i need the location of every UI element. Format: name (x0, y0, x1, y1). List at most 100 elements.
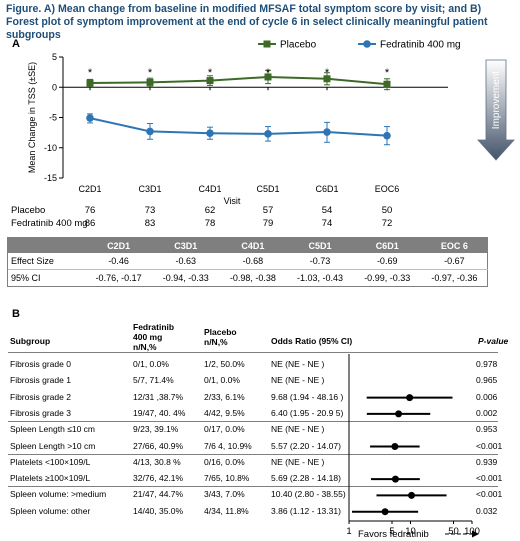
data-point (323, 128, 331, 136)
forest-fedratinib-value: 14/40, 35.0% (133, 505, 184, 516)
forest-fedratinib-value: 5/7, 71.4% (133, 375, 174, 386)
effect-size-table: C2D1 C3D1 C4D1 C5D1 C6D1 EOC 6 Effect Si… (8, 238, 488, 286)
forest-tick-label: 1 (346, 526, 351, 537)
x-tick-label: EOC6 (375, 184, 400, 194)
forest-fedratinib-value: 27/66, 40.9% (133, 440, 184, 451)
forest-pvalue: 0.002 (476, 407, 498, 418)
count-value: 50 (381, 205, 393, 216)
improvement-label: Improvement (491, 71, 502, 130)
forest-subgroup: Platelets ≥100×109/L (10, 473, 91, 484)
forest-subgroup: Fibrosis grade 1 (10, 375, 71, 386)
data-point (323, 75, 331, 83)
x-tick-label: C4D1 (198, 184, 221, 194)
count-value: 83 (144, 218, 156, 229)
favors-arrow-head (472, 530, 479, 538)
y-tick-label: -15 (44, 173, 57, 183)
count-row-fedratinib-label: Fedratinib 400 mg (11, 218, 88, 229)
significance-marker: * (325, 67, 330, 79)
y-tick-label: 0 (52, 82, 57, 92)
odds-ratio-point (391, 475, 399, 483)
forest-odds-text: 6.40 (1.95 - 20.9 5) (271, 407, 344, 418)
forest-odds-text: NE (NE - NE ) (271, 456, 325, 467)
forest-placebo-value: 0/1, 0.0% (204, 375, 240, 386)
improvement-arrow (477, 59, 515, 161)
series-line-fedratinib (89, 117, 388, 137)
forest-pvalue: 0.953 (476, 424, 498, 435)
forest-tick-label: 10 (405, 526, 416, 537)
forest-placebo-value: 7/6 4, 10.9% (204, 440, 252, 451)
count-value: 62 (204, 205, 216, 216)
ci-cell: -0.98, -0.38 (229, 273, 276, 283)
x-axis-label: Visit (224, 196, 241, 206)
ci-cell: -0.94, -0.33 (162, 273, 209, 283)
forest-subgroup: Spleen Length ≤10 cm (10, 424, 95, 435)
forest-placebo-value: 7/65, 10.8% (204, 473, 250, 484)
panel-a-label: A (12, 38, 20, 50)
forest-odds-text: 9.68 (1.94 - 48.16 ) (271, 391, 344, 402)
forest-subgroup: Fibrosis grade 2 (10, 391, 71, 402)
effect-header-blank (8, 238, 85, 253)
y-axis-label: Mean Change in TSS (±SE) (27, 62, 37, 173)
legend-label: Fedratinib 400 mg (380, 40, 461, 51)
forest-group-divider (8, 453, 498, 455)
forest-group-divider (8, 486, 498, 488)
forest-odds-text: 3.86 (1.12 - 13.31) (271, 505, 341, 516)
significance-marker: * (88, 67, 93, 79)
effect-row-label: 95% CI (11, 273, 41, 283)
count-value: 57 (262, 205, 274, 216)
forest-tick-label: 5 (389, 526, 394, 537)
y-tick-label: -10 (44, 143, 57, 153)
count-value: 73 (144, 205, 156, 216)
forest-placebo-value: 3/43, 7.0% (204, 489, 245, 500)
forest-odds-text: 5.57 (2.20 - 14.07) (271, 440, 341, 451)
effect-row-label: Effect Size (8, 253, 85, 270)
count-value: 86 (84, 218, 96, 229)
forest-odds-text: NE (NE - NE ) (271, 359, 325, 369)
data-point (206, 77, 214, 85)
forest-placebo-value: 0/17, 0.0% (204, 424, 245, 435)
effect-header: EOC 6 (420, 238, 488, 253)
y-tick-label: -5 (49, 113, 57, 123)
forest-header-fedratinib-line3: n/N,% (133, 342, 157, 352)
count-value: 72 (381, 218, 393, 229)
effect-header: C4D1 (219, 238, 287, 253)
forest-subgroup: Spleen volume: >medium (10, 489, 107, 500)
forest-pvalue: <0.001 (476, 489, 503, 500)
forest-header-odds: Odds Ratio (95% CI) (271, 336, 353, 346)
forest-fedratinib-value: 4/13, 30.8 % (133, 456, 181, 467)
effect-cell: -0.69 (353, 253, 421, 270)
forest-placebo-value: 1/2, 50.0% (204, 359, 245, 369)
forest-odds-text: NE (NE - NE ) (271, 375, 325, 386)
panel-b-label: B (12, 308, 20, 320)
forest-placebo-value: 0/16, 0.0% (204, 456, 245, 467)
legend-label: Placebo (280, 40, 317, 51)
data-point (206, 129, 214, 138)
forest-fedratinib-value: 19/47, 40. 4% (133, 407, 186, 418)
count-value: 54 (321, 205, 333, 216)
forest-header-placebo: Placebo n/N,% (204, 327, 237, 347)
data-point (86, 114, 94, 122)
count-value: 78 (204, 218, 216, 229)
series-line-placebo (89, 75, 388, 86)
data-point (264, 130, 272, 138)
forest-group-divider (8, 421, 498, 423)
data-point (264, 73, 272, 81)
forest-pvalue: 0.006 (476, 391, 498, 402)
forest-placebo-value: 2/33, 6.1% (204, 391, 245, 402)
forest-header-placebo-line1: Placebo (204, 327, 237, 337)
significance-marker: * (266, 67, 271, 79)
forest-fedratinib-value: 9/23, 39.1% (133, 424, 179, 435)
legend-marker (263, 40, 271, 48)
forest-subgroup: Spleen volume: other (10, 505, 91, 516)
significance-marker: * (148, 67, 153, 79)
forest-fedratinib-value: 32/76, 42.1% (133, 473, 184, 484)
odds-ratio-point (395, 410, 403, 418)
x-tick-label: C5D1 (256, 184, 279, 194)
data-point (86, 79, 94, 87)
data-point (383, 80, 391, 88)
count-row-placebo-label: Placebo (11, 205, 46, 216)
effect-header: C2D1 (85, 238, 153, 253)
x-tick-label: C6D1 (315, 184, 338, 194)
effect-header: C3D1 (152, 238, 220, 253)
